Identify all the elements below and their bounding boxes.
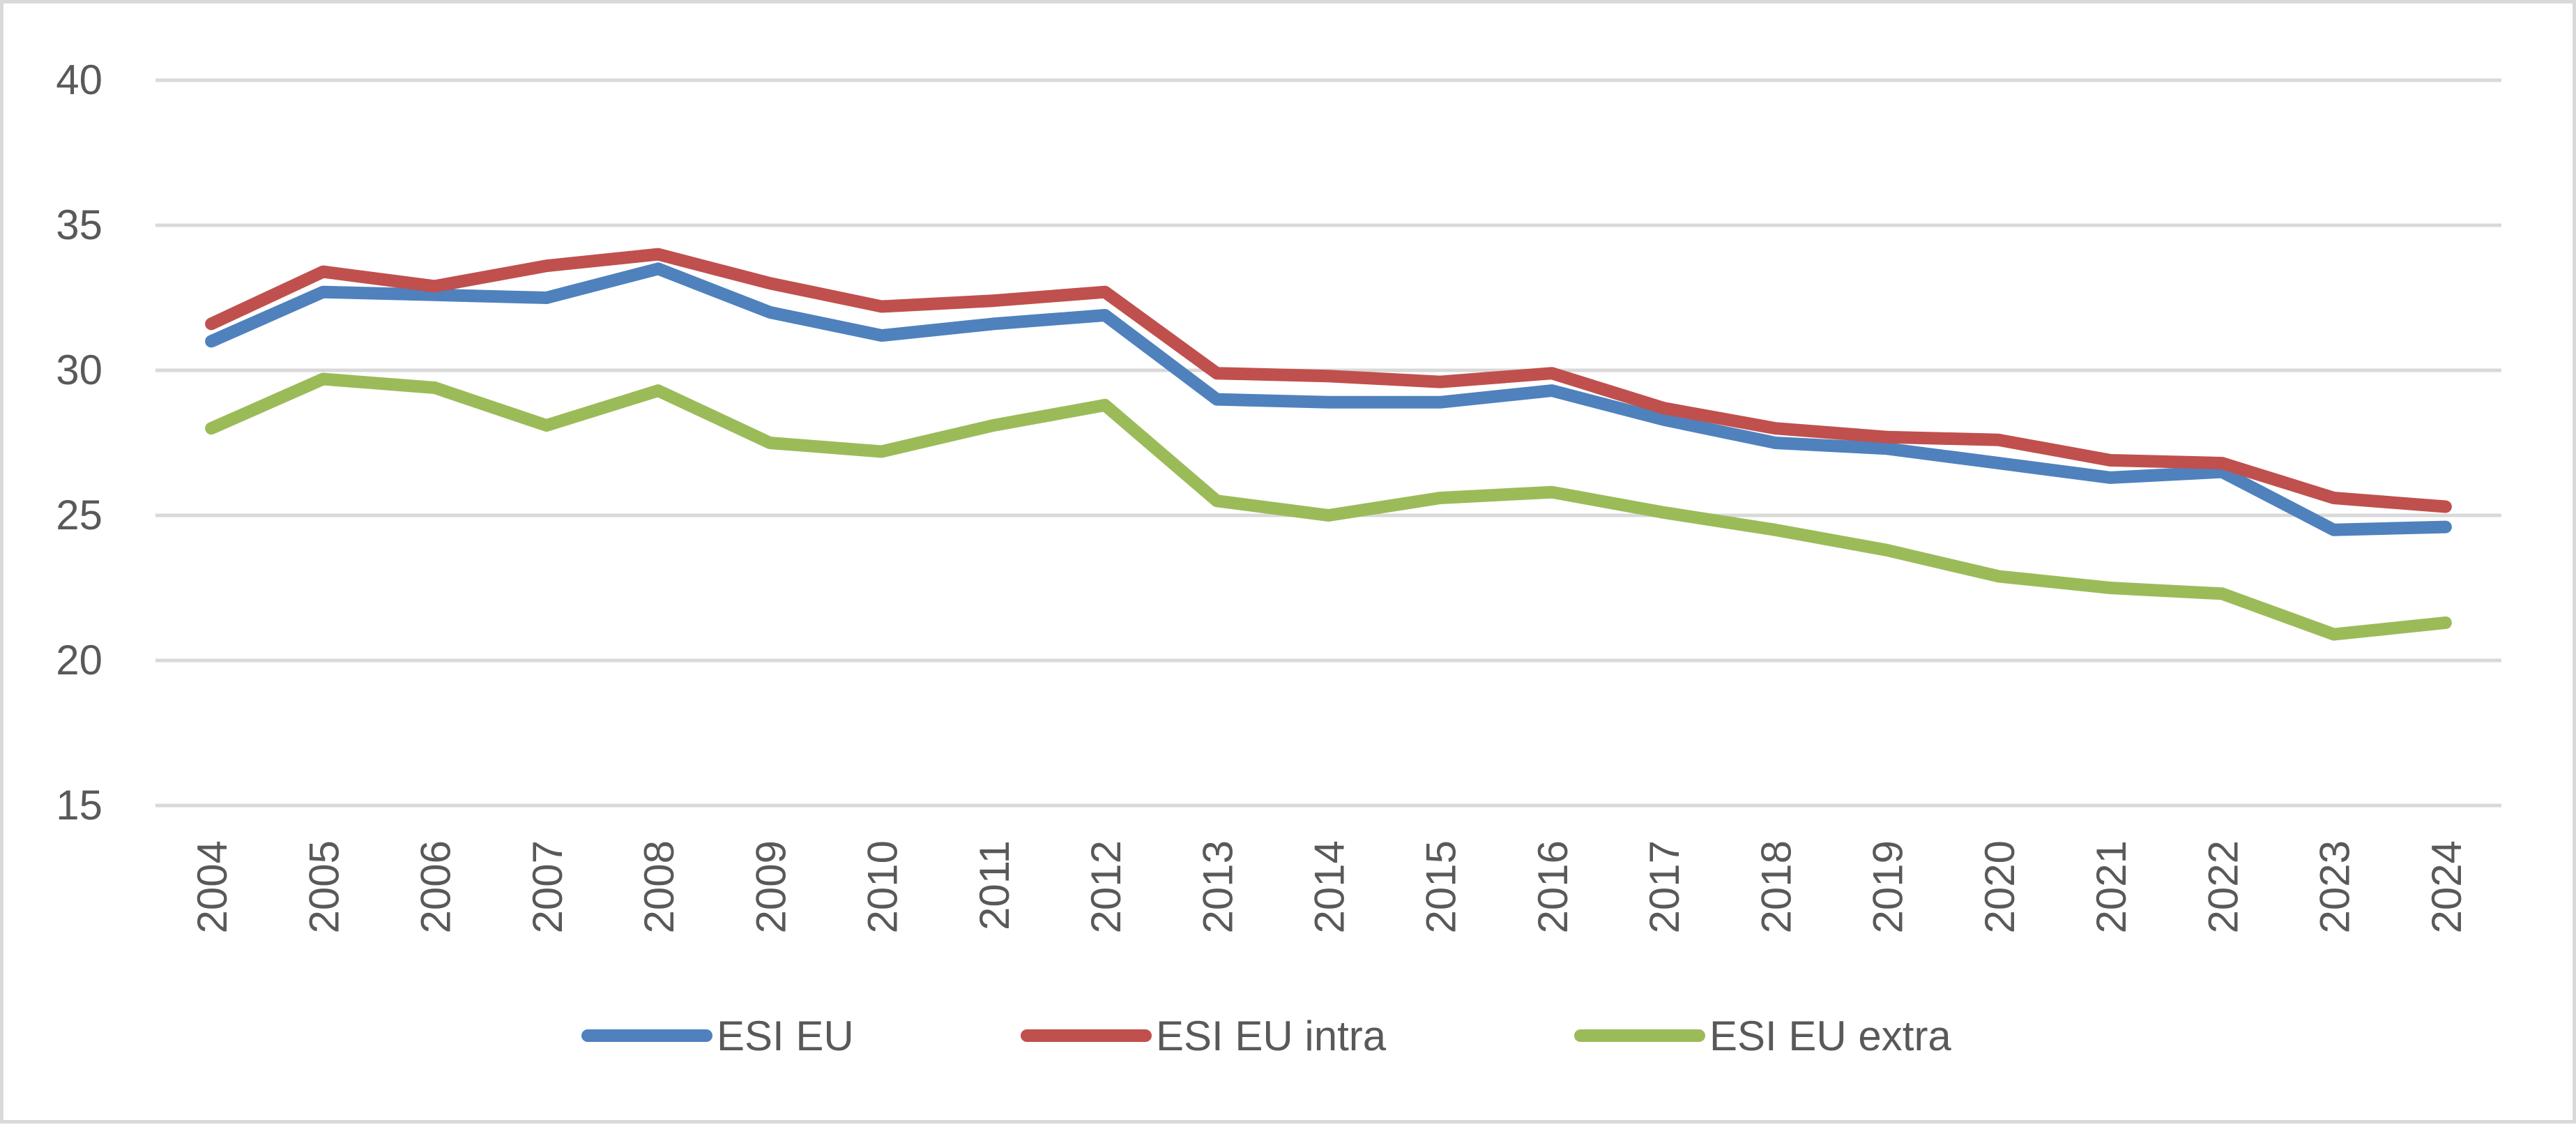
x-tick-label: 2024 [2423, 840, 2470, 933]
x-axis-ticks: 2004 2005 2006 2007 2008 2009 2010 2011 2012 2013… [189, 840, 2470, 933]
x-tick-label: 2015 [1418, 840, 1465, 933]
legend-item: ESI EU intra [1021, 1013, 1387, 1059]
legend-label: ESI EU extra [1709, 1013, 1951, 1059]
series-esi-eu-intra [205, 248, 2452, 513]
x-tick-label: 2020 [1976, 840, 2023, 933]
x-tick-label: 2005 [300, 840, 347, 933]
x-tick-label: 2007 [524, 840, 571, 933]
series-esi-eu [205, 262, 2452, 536]
x-tick-label: 2019 [1865, 840, 1912, 933]
y-tick-label: 25 [56, 492, 102, 538]
series-line [205, 262, 2452, 536]
series-line [205, 248, 2452, 513]
y-tick-label: 20 [56, 637, 102, 683]
legend-label: ESI EU intra [1156, 1013, 1387, 1059]
line-chart: 15 20 25 30 35 40 2004 2005 2006 2007 2008 2009 201… [56, 56, 2501, 1059]
series-lines [205, 248, 2452, 641]
series-esi-eu-extra [205, 372, 2452, 641]
legend-item: ESI EU [581, 1013, 854, 1059]
legend-label: ESI EU [717, 1013, 854, 1059]
legend-item: ESI EU extra [1574, 1013, 1951, 1059]
x-tick-label: 2009 [747, 840, 794, 933]
x-tick-label: 2018 [1753, 840, 1799, 933]
gridlines [155, 78, 2501, 808]
x-tick-label: 2017 [1641, 840, 1688, 933]
x-tick-label: 2008 [636, 840, 683, 933]
x-tick-label: 2016 [1530, 840, 1576, 933]
x-tick-label: 2013 [1194, 840, 1241, 933]
x-tick-label: 2011 [971, 840, 1018, 930]
x-tick-label: 2004 [189, 840, 236, 933]
y-tick-label: 30 [56, 347, 102, 393]
y-axis-ticks: 15 20 25 30 35 40 [56, 56, 102, 829]
series-line [205, 372, 2452, 641]
legend: ESI EU ESI EU intra ESI EU extra [581, 1013, 1951, 1059]
x-tick-label: 2010 [860, 840, 906, 933]
x-tick-label: 2021 [2088, 840, 2135, 933]
x-tick-label: 2022 [2200, 840, 2246, 933]
y-tick-label: 40 [56, 56, 102, 103]
x-tick-label: 2023 [2312, 840, 2358, 933]
x-tick-label: 2012 [1083, 840, 1129, 933]
y-tick-label: 35 [56, 202, 102, 248]
y-tick-label: 15 [56, 782, 102, 829]
x-tick-label: 2006 [413, 840, 459, 933]
x-tick-label: 2014 [1306, 840, 1353, 933]
